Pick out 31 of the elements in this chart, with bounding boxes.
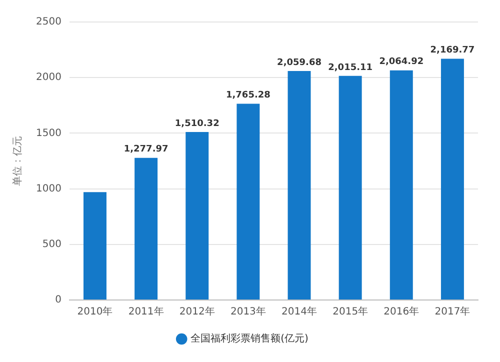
y-tick-label: 1000 bbox=[36, 183, 62, 194]
bar bbox=[288, 70, 311, 300]
data-label: 2,169.77 bbox=[430, 46, 475, 56]
data-label: 2,064.92 bbox=[379, 57, 424, 68]
y-tick-label: 2000 bbox=[36, 72, 62, 84]
data-label: 1,765.28 bbox=[226, 90, 270, 101]
bar bbox=[440, 58, 464, 300]
x-tick-label: 2016年 bbox=[384, 306, 420, 318]
bar bbox=[186, 132, 209, 300]
x-tick-label: 2012年 bbox=[179, 306, 215, 318]
bar bbox=[236, 104, 260, 300]
x-tick-label: 2014年 bbox=[282, 306, 317, 318]
bar bbox=[390, 70, 413, 300]
data-label: 2,059.68 bbox=[277, 58, 322, 68]
x-tick-label: 2010年 bbox=[77, 306, 113, 318]
data-label: 1,510.32 bbox=[174, 118, 220, 129]
bar bbox=[134, 158, 158, 300]
x-tick-label: 2015年 bbox=[332, 306, 368, 318]
x-tick-label: 2013年 bbox=[230, 306, 266, 318]
y-tick-label: 0 bbox=[55, 294, 62, 306]
legend-label: 全国福利彩票销售额(亿元) bbox=[190, 332, 308, 345]
y-axis-title: 单位：亿元 bbox=[12, 136, 24, 186]
data-label: 1,277.97 bbox=[124, 144, 168, 155]
bar bbox=[338, 76, 362, 300]
y-tick-label: 1500 bbox=[36, 128, 62, 139]
data-label: 2,015.11 bbox=[328, 62, 373, 73]
bar bbox=[83, 192, 106, 300]
y-tick-label: 500 bbox=[42, 238, 62, 250]
y-tick-label: 2500 bbox=[36, 16, 62, 28]
x-tick-label: 2017年 bbox=[434, 306, 470, 318]
x-tick-label: 2011年 bbox=[128, 306, 164, 318]
